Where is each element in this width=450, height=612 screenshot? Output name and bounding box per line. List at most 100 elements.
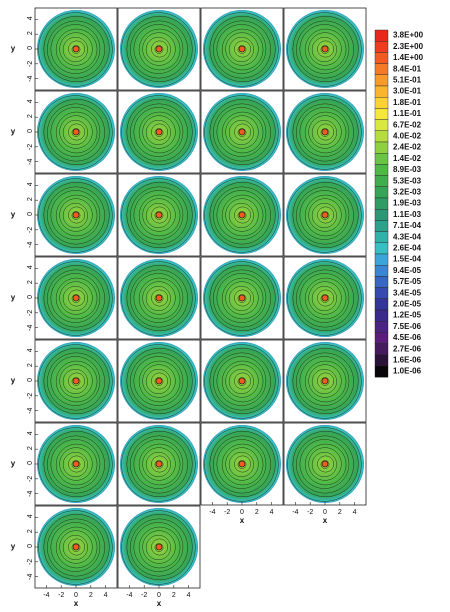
panel [283,173,367,257]
contour [292,430,359,498]
contour [142,447,176,481]
star [72,377,80,385]
colorbar-swatch [374,152,389,165]
contour [299,356,350,406]
star [238,377,246,385]
star [321,294,329,302]
contour [225,281,259,315]
contour [317,455,335,473]
panel [200,7,284,91]
y-tick-label: -2 [27,559,34,565]
panel [117,90,201,174]
contour [50,24,101,74]
contour [216,24,267,74]
colorbar-label: 1.4E-02 [393,154,422,163]
contour [320,460,330,469]
contour [43,347,110,415]
contour [130,186,188,245]
panel: -4 -2 0 2 4 y -4 -2 0 2 4 x [11,505,118,608]
contour [59,115,93,149]
panel: -4 -2 0 2 4 y [11,7,118,91]
colorbar-swatch [374,208,389,221]
colorbar-label: 2.7E-06 [393,344,422,353]
contour [145,285,171,312]
contour [308,115,342,149]
contour [62,451,88,478]
y-tick-label: -4 [27,242,34,248]
contour [55,28,98,71]
contour [43,264,110,332]
colorbar-label: 8.9E-03 [393,165,422,174]
contour [292,15,359,83]
star [72,543,80,551]
star [238,128,246,136]
contour [138,360,181,403]
x-tick-label: 4 [104,592,108,599]
contour [204,12,279,87]
contour [71,543,81,552]
contour [209,15,276,83]
contour [151,40,169,58]
contour [126,181,193,249]
y-tick-label: -2 [27,310,34,316]
contour [133,356,184,406]
contour [38,261,113,336]
panel [117,339,201,423]
contour [304,277,347,320]
panel [117,173,201,257]
contour [47,435,105,494]
x-tick-label: -2 [224,509,230,516]
contour [221,360,264,403]
x-axis-label: x [323,516,328,525]
contour [213,269,271,328]
contour [221,277,264,320]
colorbar-swatch [374,175,389,188]
colorbar-label: 7.1E-04 [393,221,422,230]
contour [228,36,254,63]
x-axis-label: x [157,599,162,608]
contour [317,40,335,58]
contour [55,443,98,486]
contour [151,206,169,224]
colorbar-swatch [374,343,389,356]
colorbar-label: 3.2E-03 [393,188,422,197]
y-tick-label: -4 [27,491,34,497]
contour [126,347,193,415]
panel: -4 -2 0 2 4 x [200,422,284,525]
contour [55,111,98,154]
y-tick-label: 2 [27,114,34,118]
x-tick-label: 2 [172,592,176,599]
y-axis-label: y [11,210,16,219]
contour [50,190,101,240]
contour [138,526,181,569]
contour [234,40,252,58]
contour [138,194,181,237]
contour [296,103,354,162]
contour [71,460,81,469]
contour [43,513,110,581]
contour [225,115,259,149]
contour [133,190,184,240]
contour [68,40,86,58]
colorbar-label: 5.3E-03 [393,176,422,185]
contour [47,518,105,577]
contour [154,128,164,137]
contour [130,518,188,577]
y-tick-label: 4 [27,182,34,186]
contour [62,36,88,63]
contour [225,198,259,232]
colorbar-label: 1.6E-06 [393,356,422,365]
contour [209,430,276,498]
y-axis-label: y [11,376,16,385]
star [155,294,163,302]
contour [308,198,342,232]
contour [216,439,267,489]
colorbar-swatch [374,63,389,75]
contour [209,347,276,415]
x-tick-label: 0 [240,509,244,516]
x-tick-label: 4 [187,592,191,599]
contour [237,211,247,220]
contour [287,261,362,336]
contour [234,372,252,390]
star [155,211,163,219]
